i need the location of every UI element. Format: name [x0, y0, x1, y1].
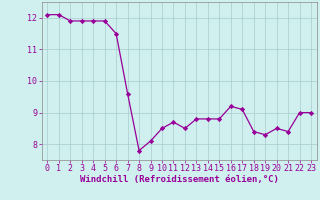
- X-axis label: Windchill (Refroidissement éolien,°C): Windchill (Refroidissement éolien,°C): [80, 175, 279, 184]
